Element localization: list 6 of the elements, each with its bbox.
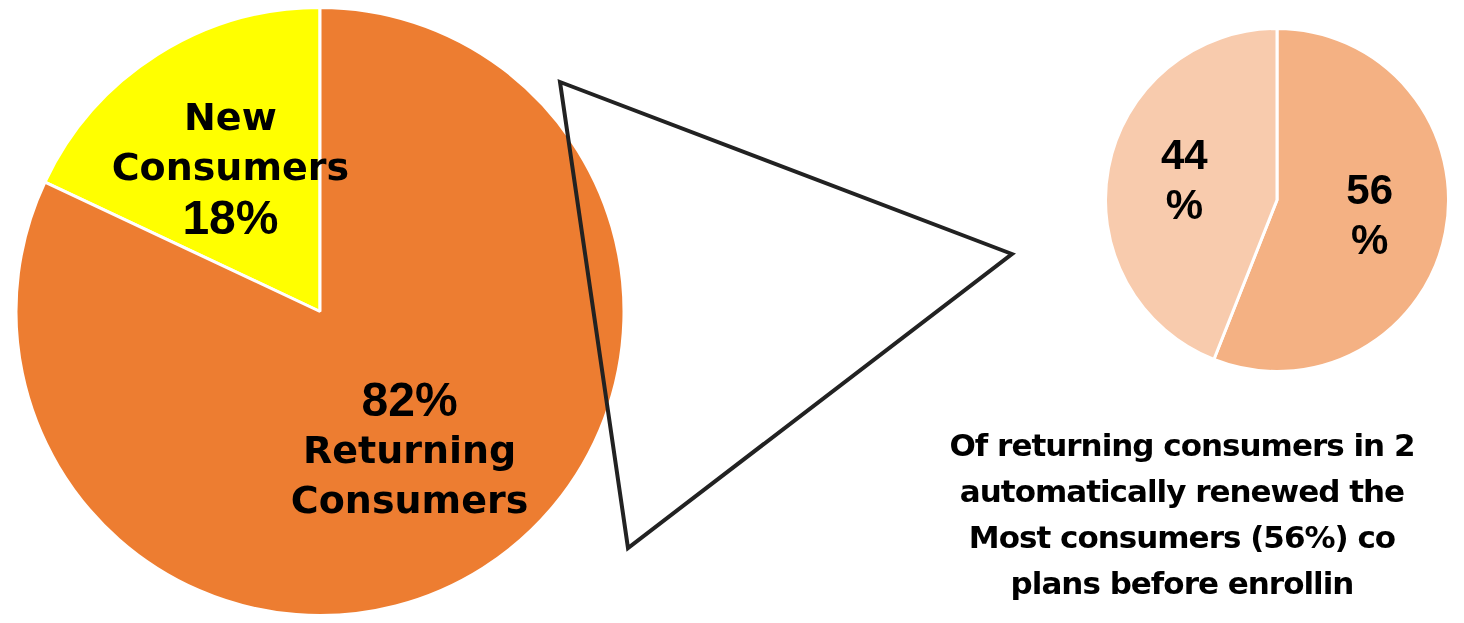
text: Of returning consumers in 2 automatically renewed the Most consumers (56%) co plans before enrollin bbox=[948, 426, 1416, 603]
data-label: 18% bbox=[182, 190, 279, 244]
data-label: 56 % bbox=[1346, 166, 1394, 264]
data-label: 44 % bbox=[1160, 130, 1209, 228]
slice-label: Returning Consumers bbox=[290, 427, 529, 522]
data-label: 82% bbox=[361, 372, 458, 426]
